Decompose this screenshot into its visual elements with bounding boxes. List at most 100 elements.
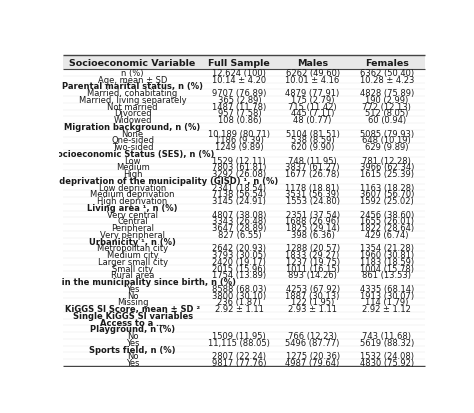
Text: 1677 (26.78): 1677 (26.78) (285, 170, 340, 179)
Text: Low deprivation: Low deprivation (99, 183, 166, 192)
Bar (63, 83, 425, 90)
Text: Playground, n (%): Playground, n (%) (90, 325, 175, 333)
Text: Parental marital status, n (%): Parental marital status, n (%) (62, 82, 203, 91)
Text: Low: Low (124, 156, 141, 165)
Text: 365 (2.89): 365 (2.89) (218, 96, 261, 104)
Text: 122 (1.95): 122 (1.95) (291, 298, 334, 306)
Bar (63, 218, 425, 225)
Bar (63, 306, 425, 312)
Text: 1275 (20.36): 1275 (20.36) (285, 351, 340, 361)
Bar (63, 332, 425, 339)
Text: 4335 (68.14): 4335 (68.14) (360, 284, 414, 293)
Bar (63, 353, 425, 359)
Text: 1163 (18.28): 1163 (18.28) (360, 183, 414, 192)
Text: 538 (8.59): 538 (8.59) (291, 136, 334, 145)
Text: Sports field, n (%): Sports field, n (%) (89, 345, 176, 354)
Bar (63, 225, 425, 231)
Text: Very peripheral: Very peripheral (100, 230, 165, 239)
Bar (63, 184, 425, 191)
Text: Metropolitan city: Metropolitan city (97, 244, 168, 253)
Text: 1833 (29.27): 1833 (29.27) (285, 250, 340, 259)
Text: 3531 (56.39): 3531 (56.39) (285, 190, 340, 199)
Text: 190 (2.99): 190 (2.99) (365, 96, 409, 104)
Text: 10.28 ± 4.23: 10.28 ± 4.23 (360, 76, 414, 85)
Text: 1249 (9.89): 1249 (9.89) (215, 143, 264, 152)
Bar (63, 110, 425, 117)
Text: 4830 (75.92): 4830 (75.92) (360, 358, 414, 367)
Text: 1186 (9.39): 1186 (9.39) (215, 136, 264, 145)
Text: 2.92 ± 1.12: 2.92 ± 1.12 (362, 304, 411, 313)
Text: 5085 (79.93): 5085 (79.93) (360, 129, 414, 138)
Text: 620 (9.90): 620 (9.90) (291, 143, 334, 152)
Bar (63, 245, 425, 252)
Bar (63, 359, 425, 366)
Text: Yes: Yes (126, 284, 139, 293)
Text: 1615 (25.39): 1615 (25.39) (360, 170, 414, 179)
Text: 1178 (18.81): 1178 (18.81) (285, 183, 340, 192)
Text: 1237 (19.75): 1237 (19.75) (285, 257, 340, 266)
Text: 1825 (29.14): 1825 (29.14) (286, 223, 339, 233)
Text: 1688 (26.96): 1688 (26.96) (285, 217, 340, 226)
Bar (63, 104, 425, 110)
Text: 1822 (28.64): 1822 (28.64) (360, 223, 414, 233)
Text: 1288 (20.57): 1288 (20.57) (285, 244, 340, 253)
Bar (63, 164, 425, 171)
Text: 10.14 ± 4.20: 10.14 ± 4.20 (212, 76, 266, 85)
Text: 743 (11.68): 743 (11.68) (362, 331, 411, 340)
Text: 827 (6.55): 827 (6.55) (218, 230, 261, 239)
Text: Divorced: Divorced (114, 109, 151, 118)
Text: 445 (7.11): 445 (7.11) (291, 109, 334, 118)
Text: 1529 (12.11): 1529 (12.11) (212, 156, 266, 165)
Text: Socioeconomic Status (SES), n (%): Socioeconomic Status (SES), n (%) (51, 150, 214, 159)
Text: 772 (12.13): 772 (12.13) (362, 102, 411, 112)
Bar (63, 238, 425, 245)
Text: Socioeconomic Variable: Socioeconomic Variable (70, 58, 196, 67)
Text: 3343 (26.48): 3343 (26.48) (212, 217, 266, 226)
Text: Larger small city: Larger small city (98, 257, 168, 266)
Text: High deprivation: High deprivation (98, 197, 168, 206)
Text: 1887 (30.13): 1887 (30.13) (285, 291, 340, 300)
Text: 108 (0.86): 108 (0.86) (218, 116, 261, 125)
Text: Medium: Medium (116, 163, 149, 172)
Bar (63, 299, 425, 306)
Bar (63, 137, 425, 144)
Bar (63, 151, 425, 157)
Text: 3607 (56.70): 3607 (56.70) (360, 190, 414, 199)
Text: Yes: Yes (126, 338, 139, 347)
Text: 6362 (50.40): 6362 (50.40) (360, 69, 414, 78)
Text: 2420 (19.17): 2420 (19.17) (212, 257, 266, 266)
Text: 4807 (38.08): 4807 (38.08) (212, 210, 266, 219)
Text: 2341 (18.54): 2341 (18.54) (212, 183, 266, 192)
Text: 4253 (67.92): 4253 (67.92) (285, 284, 340, 293)
Bar (63, 70, 425, 77)
Bar (63, 124, 425, 131)
Text: 957 (7.58): 957 (7.58) (218, 109, 261, 118)
Text: 10,189 (80.71): 10,189 (80.71) (208, 129, 270, 138)
Text: 9817 (77.76): 9817 (77.76) (212, 358, 266, 367)
Bar (63, 191, 425, 198)
Text: 4828 (75.89): 4828 (75.89) (360, 89, 414, 98)
Text: 5104 (81.51): 5104 (81.51) (286, 129, 339, 138)
Text: Medium deprivation: Medium deprivation (91, 190, 175, 199)
Text: 3800 (30.10): 3800 (30.10) (212, 291, 266, 300)
Text: 11,115 (88.05): 11,115 (88.05) (209, 338, 270, 347)
Bar (63, 211, 425, 218)
Bar (63, 157, 425, 164)
Bar (63, 278, 425, 285)
Text: 12,624 (100): 12,624 (100) (212, 69, 266, 78)
Text: 1487 (11.78): 1487 (11.78) (212, 102, 266, 112)
Bar (63, 231, 425, 238)
Text: 2642 (20.93): 2642 (20.93) (212, 244, 266, 253)
Bar (63, 56, 425, 70)
Text: None: None (121, 129, 144, 138)
Text: Single KiGGS SI variables: Single KiGGS SI variables (73, 311, 192, 320)
Text: 398 (6.36): 398 (6.36) (291, 230, 335, 239)
Text: Central: Central (117, 217, 148, 226)
Bar (63, 312, 425, 319)
Bar (63, 325, 425, 332)
Text: 5619 (88.32): 5619 (88.32) (360, 338, 414, 347)
Text: 893 (14.26): 893 (14.26) (288, 271, 337, 280)
Text: Full Sample: Full Sample (209, 58, 270, 67)
Text: Rural area: Rural area (111, 271, 154, 280)
Text: No: No (127, 331, 138, 340)
